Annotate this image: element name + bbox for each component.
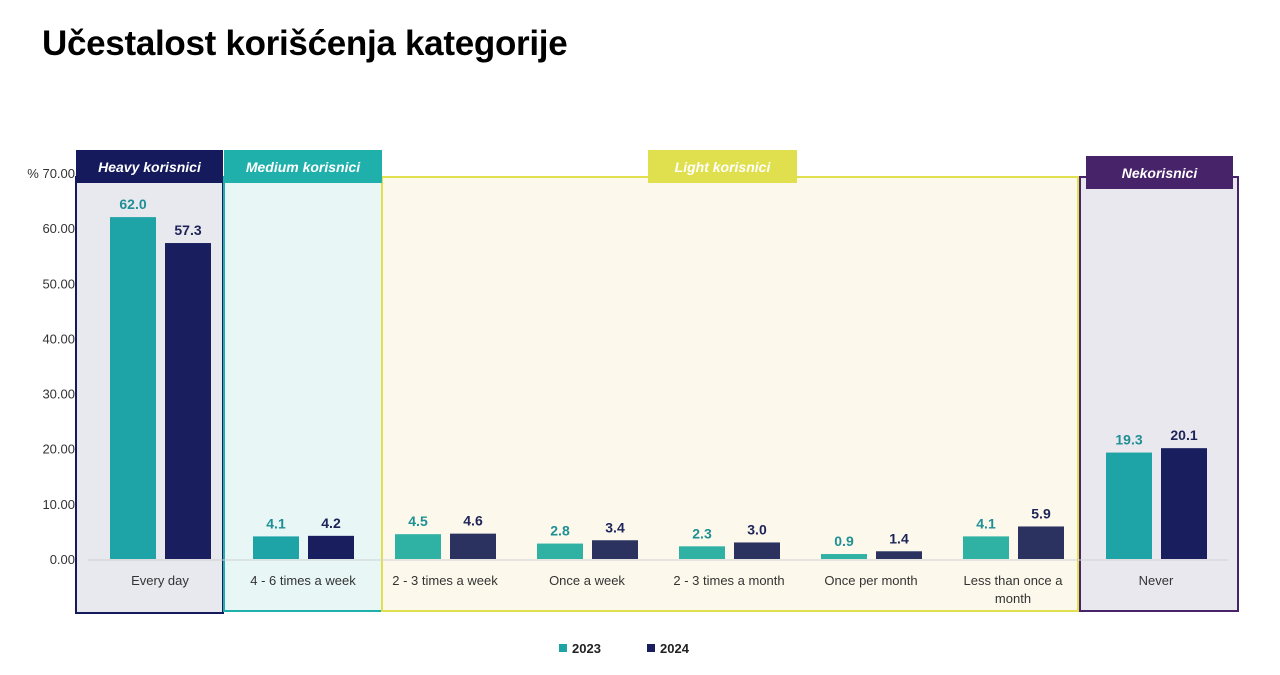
x-tick-label: Once per month [824, 573, 917, 588]
data-label: 5.9 [1031, 505, 1051, 521]
data-label: 1.4 [889, 530, 909, 546]
data-label: 4.1 [976, 515, 996, 531]
y-tick-label: 0.00 [50, 552, 75, 567]
bar-2024 [734, 542, 780, 559]
x-tick-label: Once a week [549, 573, 625, 588]
bar-2024 [876, 551, 922, 559]
bar-2023 [1106, 452, 1152, 559]
bar-2023 [253, 536, 299, 559]
y-tick-label: 50.00 [42, 276, 75, 291]
y-tick-label: 20.00 [42, 442, 75, 457]
y-tick-label: 60.00 [42, 221, 75, 236]
data-label: 57.3 [174, 222, 201, 238]
bar-2024 [308, 535, 354, 559]
data-label: 19.3 [1115, 432, 1142, 448]
legend-label: 2024 [660, 641, 690, 656]
y-tick-label: 40.00 [42, 331, 75, 346]
x-tick-label: Every day [131, 573, 189, 588]
data-label: 3.4 [605, 519, 625, 535]
x-tick-label: Less than once a [963, 573, 1063, 588]
data-label: 4.5 [408, 513, 428, 529]
legend-label: 2023 [572, 641, 601, 656]
group-header-label: Medium korisnici [246, 159, 361, 175]
bar-2023 [963, 536, 1009, 559]
legend-swatch-2023 [559, 644, 567, 652]
bar-2023 [537, 543, 583, 559]
data-label: 62.0 [119, 196, 146, 212]
group-panel-3 [1079, 176, 1239, 612]
data-label: 4.1 [266, 515, 286, 531]
data-label: 3.0 [747, 521, 767, 537]
group-header-2 [648, 150, 797, 183]
bar-2023 [821, 554, 867, 559]
group-panel-1 [223, 176, 383, 612]
bar-2024 [450, 533, 496, 559]
group-header-3 [1086, 156, 1233, 189]
bar-2024 [1018, 526, 1064, 559]
x-tick-label: 2 - 3 times a week [392, 573, 498, 588]
data-label: 0.9 [834, 533, 854, 549]
group-header-label: Light korisnici [675, 159, 772, 175]
x-tick-label: 2 - 3 times a month [673, 573, 784, 588]
data-label: 2.8 [550, 523, 570, 539]
legend-swatch-2024 [647, 644, 655, 652]
bar-2024 [165, 243, 211, 559]
y-tick-label: 10.00 [42, 497, 75, 512]
x-tick-label: month [995, 591, 1031, 606]
bar-2024 [1161, 448, 1207, 559]
bar-2023 [395, 534, 441, 559]
page-title: Učestalost korišćenja kategorije [42, 24, 568, 63]
data-label: 20.1 [1170, 427, 1197, 443]
data-label: 4.6 [463, 513, 483, 529]
group-header-label: Nekorisnici [1122, 165, 1199, 181]
x-tick-label: 4 - 6 times a week [250, 573, 356, 588]
group-header-1 [224, 150, 382, 183]
bar-2023 [679, 546, 725, 559]
group-header-0 [76, 150, 223, 183]
data-label: 4.2 [321, 515, 341, 531]
x-tick-label: Never [1139, 573, 1174, 588]
y-tick-label: % 70.00 [27, 166, 75, 181]
data-label: 2.3 [692, 525, 712, 541]
y-tick-label: 30.00 [42, 387, 75, 402]
bar-2023 [110, 217, 156, 559]
bar-2024 [592, 540, 638, 559]
group-header-label: Heavy korisnici [98, 159, 202, 175]
